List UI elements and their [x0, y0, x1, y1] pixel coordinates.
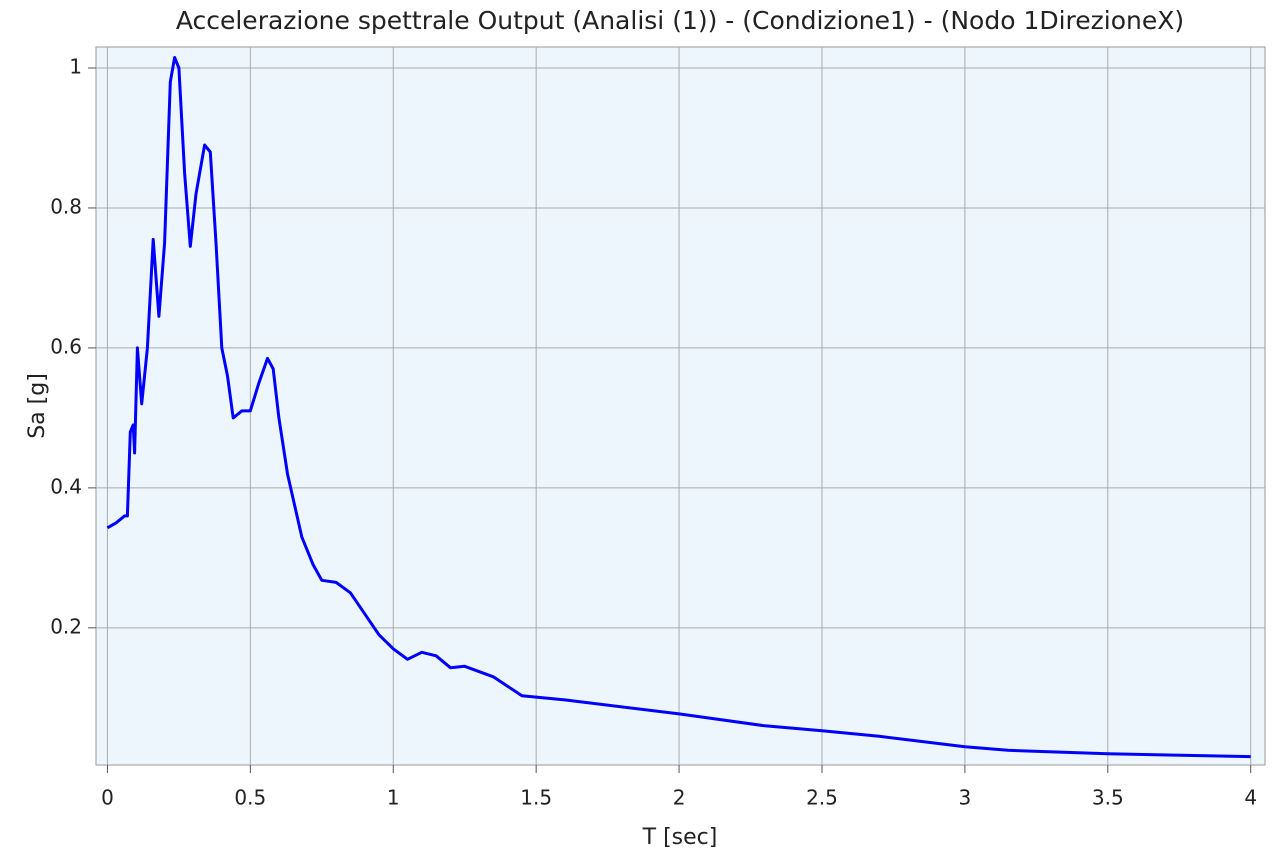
- plot-area: [95, 46, 1266, 766]
- y-tick-label: 0.8: [50, 194, 82, 218]
- x-axis-label: T [sec]: [642, 825, 718, 850]
- x-tick-label: 3: [959, 786, 972, 810]
- x-tick-label: 0.5: [234, 786, 266, 810]
- y-tick-label: 0.4: [50, 474, 82, 498]
- y-tick-label: 1: [69, 54, 82, 78]
- y-axis-label: Sa [g]: [25, 373, 50, 439]
- x-tick-label: 2.5: [806, 786, 838, 810]
- x-tick-label: 3.5: [1092, 786, 1124, 810]
- y-tick-label: 0.2: [50, 614, 82, 638]
- x-tick-label: 1: [387, 786, 400, 810]
- x-tick-label: 4: [1244, 786, 1257, 810]
- y-tick-label: 0.6: [50, 334, 82, 358]
- x-tick-label: 0: [101, 786, 114, 810]
- data-line: [106, 56, 1251, 759]
- chart-title: Accelerazione spettrale Output (Analisi …: [176, 6, 1184, 35]
- x-tick-label: 1.5: [520, 786, 552, 810]
- x-tick-label: 2: [673, 786, 686, 810]
